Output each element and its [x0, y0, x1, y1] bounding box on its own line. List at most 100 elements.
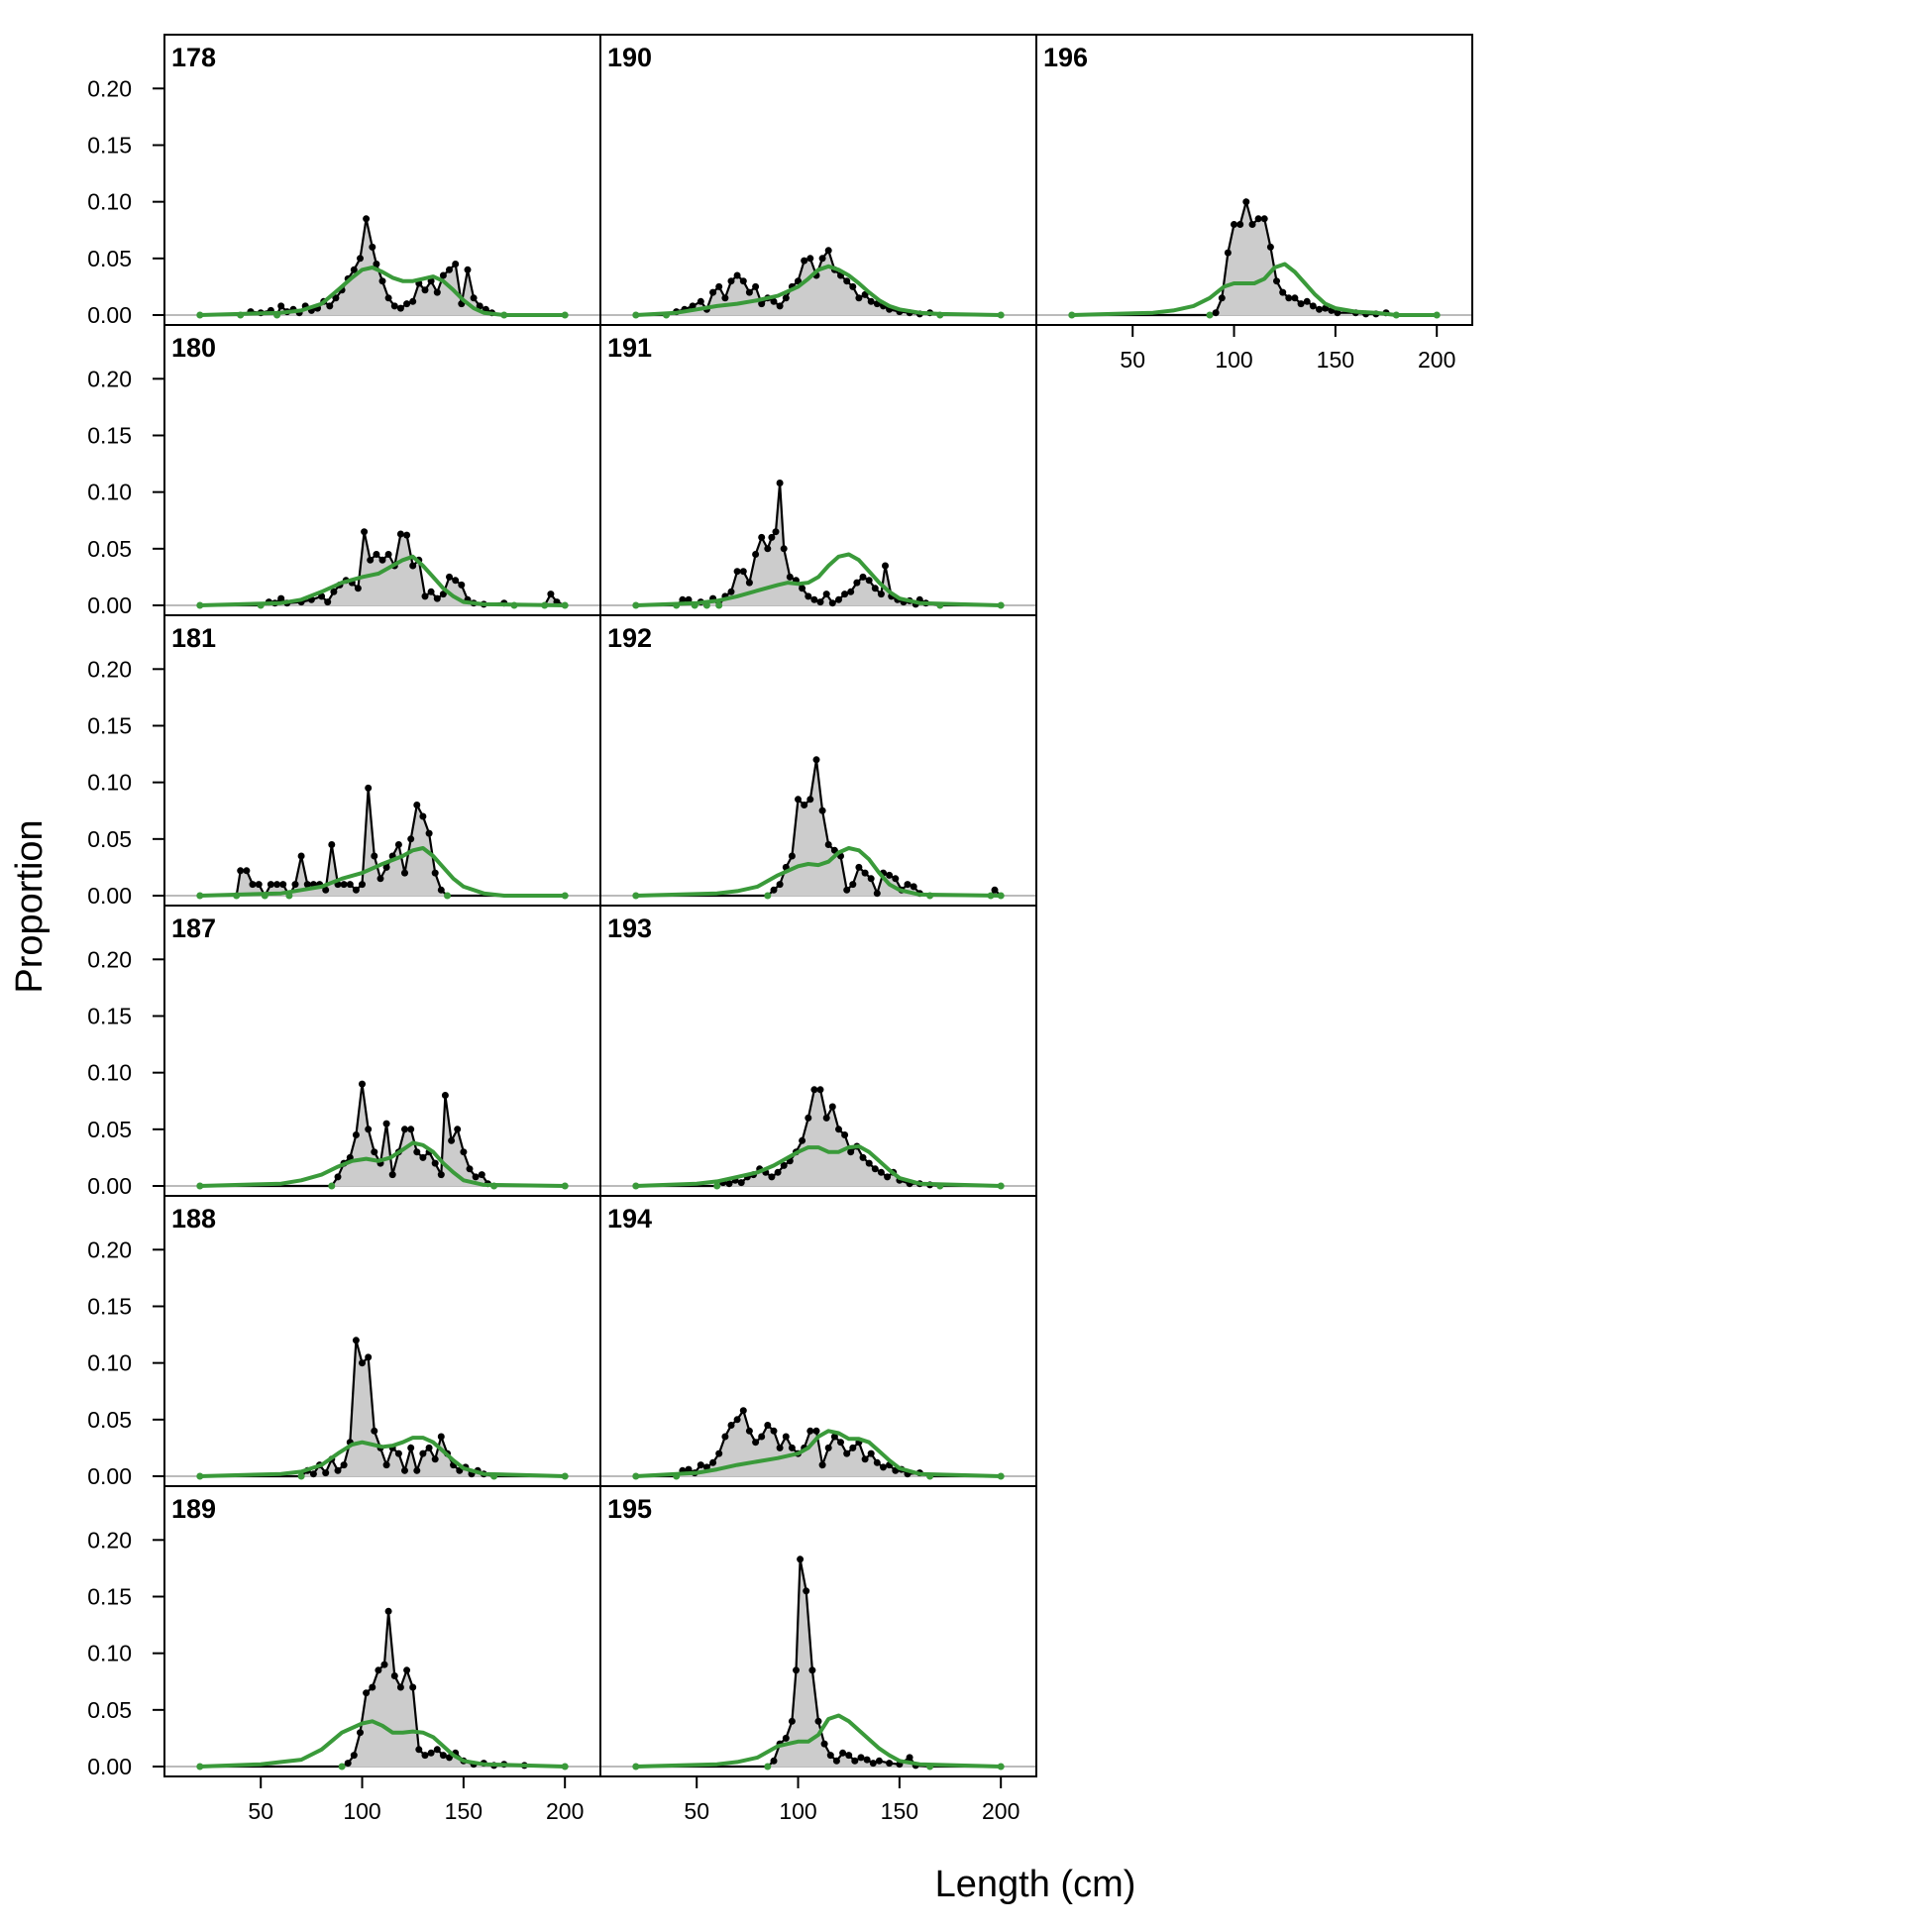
observed-point: [382, 1461, 390, 1469]
observed-point: [1248, 221, 1256, 228]
observed-point: [407, 1126, 415, 1133]
observed-point: [415, 1746, 423, 1754]
observed-point: [822, 590, 830, 598]
observed-point: [390, 1672, 398, 1679]
y-tick-label: 0.20: [87, 1527, 132, 1553]
expected-line: [635, 1144, 1002, 1188]
observed-point: [338, 1763, 346, 1771]
observed-point: [745, 288, 753, 296]
observed-point: [401, 1126, 408, 1133]
y-tick-label: 0.05: [87, 246, 132, 271]
observed-point: [752, 551, 760, 558]
observed-point: [847, 1148, 855, 1156]
panel-188: 188 0.00 0.05 0.10 0.15 0.20: [87, 1195, 601, 1489]
observed-point: [839, 1749, 847, 1757]
observed-point: [832, 1757, 840, 1765]
observed-area: [1071, 201, 1438, 315]
observed-point: [826, 1752, 834, 1760]
observed-line: [635, 483, 1002, 607]
y-tick-label: 0.10: [87, 1350, 132, 1376]
panel-191: 191: [599, 324, 1037, 616]
observed-point: [886, 871, 894, 879]
panel-193: 193: [599, 905, 1037, 1197]
x-tick-label: 200: [982, 1798, 1020, 1824]
y-tick-label: 0.00: [87, 1173, 132, 1199]
observed-point: [805, 1114, 812, 1122]
observed-point: [352, 1131, 360, 1138]
y-tick-label: 0.00: [87, 302, 132, 328]
x-tick-label: 150: [881, 1798, 918, 1824]
observed-point: [433, 1746, 441, 1754]
observed-point: [733, 1416, 741, 1424]
observed-point: [382, 1120, 390, 1127]
expected-line: [635, 846, 1002, 898]
observed-point: [350, 266, 358, 273]
observed-point: [378, 556, 386, 564]
observed-point: [697, 297, 704, 305]
observed-point: [439, 271, 447, 279]
y-tick-label: 0.15: [87, 1293, 132, 1319]
observed-point: [679, 595, 687, 603]
y-tick-label: 0.00: [87, 1463, 132, 1489]
observed-point: [828, 1103, 836, 1111]
x-axis-title: Length (cm): [935, 1864, 1136, 1905]
observed-point: [452, 577, 460, 585]
observed-point: [326, 302, 334, 310]
observed-point: [841, 1131, 849, 1138]
observed-point: [277, 302, 285, 310]
observed-point: [721, 294, 729, 302]
observed-point: [843, 1449, 851, 1457]
observed-point: [782, 1734, 790, 1742]
observed-point: [906, 1754, 913, 1762]
observed-point: [1242, 198, 1250, 206]
observed-point: [1212, 309, 1220, 317]
observed-point: [444, 892, 451, 900]
observed-point: [788, 852, 796, 860]
y-tick-label: 0.15: [87, 422, 132, 448]
observed-point: [758, 533, 766, 541]
panel-label: 178: [171, 43, 216, 72]
observed-point: [882, 562, 889, 570]
observed-point: [849, 282, 857, 290]
observed-point: [818, 806, 826, 814]
observed-point: [421, 286, 429, 294]
observed-point: [861, 1455, 869, 1463]
panel-192: 192: [599, 614, 1037, 907]
observed-point: [830, 1433, 838, 1441]
observed-area: [635, 1089, 1002, 1186]
panel-frame: [1035, 34, 1473, 326]
observed-point: [727, 277, 735, 285]
observed-point: [806, 796, 814, 804]
observed-point: [277, 594, 285, 602]
observed-point: [877, 1168, 885, 1176]
observed-point: [739, 277, 747, 285]
observed-point: [407, 835, 415, 843]
observed-area: [199, 218, 566, 315]
observed-point: [384, 1607, 392, 1615]
observed-line: [199, 1340, 566, 1478]
expected-line: [635, 264, 1002, 317]
observed-point: [413, 1466, 421, 1474]
observed-point: [849, 1444, 857, 1451]
observed-point: [433, 594, 441, 602]
x-tick-label: 100: [343, 1798, 380, 1824]
observed-point: [340, 1461, 348, 1469]
observed-point: [421, 1752, 429, 1760]
observed-point: [409, 1683, 417, 1691]
observed-point: [322, 1469, 330, 1477]
expected-line: [635, 552, 1002, 607]
expected-line: [199, 1436, 566, 1478]
observed-point: [403, 1666, 411, 1674]
y-tick-label: 0.05: [87, 1697, 132, 1723]
observed-point: [401, 1466, 408, 1474]
observed-point: [685, 1465, 693, 1473]
y-tick-label: 0.20: [87, 946, 132, 972]
observed-point: [782, 1433, 790, 1441]
observed-point: [818, 1461, 826, 1469]
y-tick-label: 0.20: [87, 1236, 132, 1262]
observed-point: [1260, 215, 1268, 223]
observed-point: [396, 304, 404, 312]
observed-point: [843, 277, 851, 285]
observed-point: [758, 300, 766, 308]
observed-point: [357, 255, 364, 263]
